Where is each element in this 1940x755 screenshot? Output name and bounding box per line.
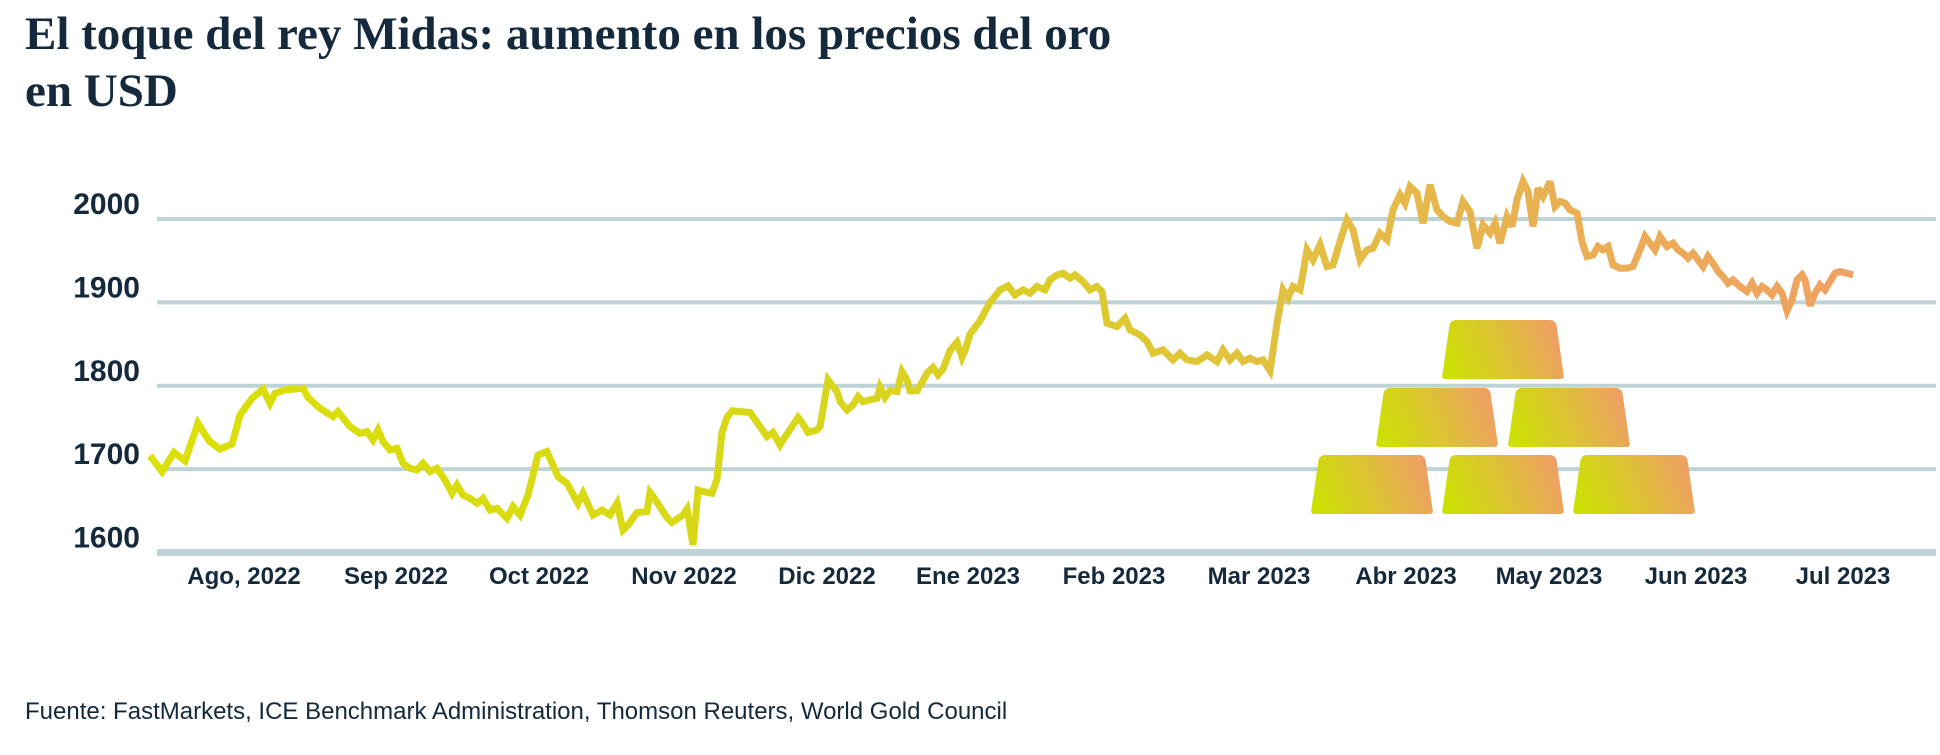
gold-bars-illustration: [1311, 320, 1695, 514]
gold-price-line: [147, 172, 1854, 546]
page-title: El toque del rey Midas: aumento en los p…: [25, 6, 1111, 121]
x-axis-label: Mar 2023: [1208, 563, 1311, 590]
y-axis-label: 1900: [73, 271, 140, 304]
x-axis-label: Jul 2023: [1796, 563, 1891, 590]
x-axis-label: Oct 2022: [489, 563, 589, 590]
x-axis-label: Ago, 2022: [187, 563, 300, 590]
gold-bar: [1376, 388, 1498, 447]
x-axis-label: Dic 2022: [778, 563, 875, 590]
x-axis-label: Abr 2023: [1355, 563, 1456, 590]
gold-bar: [1442, 455, 1564, 514]
x-axis-label: Sep 2022: [344, 563, 448, 590]
source-note: Fuente: FastMarkets, ICE Benchmark Admin…: [25, 698, 1008, 725]
y-axis-label: 1800: [73, 355, 140, 388]
gold-bar: [1508, 388, 1630, 447]
x-axis-label: Feb 2023: [1063, 563, 1166, 590]
x-axis-label: Ene 2023: [916, 563, 1020, 590]
y-axis-label: 2000: [73, 188, 140, 221]
gold-bar: [1442, 320, 1564, 379]
title-line-1: El toque del rey Midas: aumento en los p…: [25, 8, 1112, 60]
x-axis-label: May 2023: [1496, 563, 1603, 590]
title-line-2: en USD: [25, 65, 178, 118]
gold-bar: [1311, 455, 1433, 514]
y-axis-label: 1600: [73, 522, 140, 555]
y-axis-label: 1700: [73, 438, 140, 471]
x-axis-label: Jun 2023: [1645, 563, 1748, 590]
gold-bar: [1573, 455, 1695, 514]
x-axis-label: Nov 2022: [631, 563, 736, 590]
